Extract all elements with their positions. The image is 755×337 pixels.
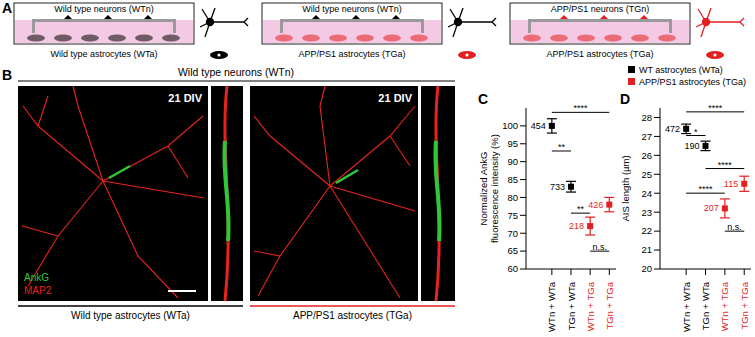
svg-text:Normalized AnkGfluorescence in: Normalized AnkGfluorescence intensity (%…: [478, 134, 500, 243]
svg-text:22: 22: [641, 225, 652, 236]
svg-text:A: A: [2, 0, 12, 16]
svg-text:WTn + WTa: WTn + WTa: [681, 281, 692, 332]
svg-text:Wild type neurons (WTn): Wild type neurons (WTn): [54, 4, 154, 14]
svg-text:23: 23: [641, 207, 652, 218]
svg-text:207: 207: [704, 203, 719, 213]
svg-text:21 DIV: 21 DIV: [168, 92, 202, 104]
svg-text:*: *: [694, 127, 698, 137]
svg-text:****: ****: [708, 103, 723, 113]
svg-text:APP/PS1 astrocytes (TGa): APP/PS1 astrocytes (TGa): [639, 77, 746, 87]
svg-text:TGn + TGa: TGn + TGa: [604, 281, 615, 329]
svg-text:TGn + WTa: TGn + WTa: [566, 281, 577, 330]
svg-text:85: 85: [507, 174, 518, 185]
svg-text:n.s.: n.s.: [727, 222, 742, 232]
svg-text:WTn + WTa: WTn + WTa: [546, 281, 557, 332]
svg-text:D: D: [620, 91, 630, 107]
svg-text:****: ****: [718, 160, 733, 170]
svg-text:APP/PS1 neurons (TGn): APP/PS1 neurons (TGn): [551, 4, 650, 14]
svg-text:Wild type astrocytes (WTa): Wild type astrocytes (WTa): [71, 310, 190, 321]
svg-text:APP/PS1 astrocytes (TGa): APP/PS1 astrocytes (TGa): [546, 49, 653, 59]
svg-text:27: 27: [641, 131, 652, 142]
svg-text:24: 24: [641, 188, 652, 199]
svg-text:TGn + WTa: TGn + WTa: [700, 281, 711, 330]
svg-text:100: 100: [502, 120, 518, 131]
svg-text:APP/PS1 astrocytes (TGa): APP/PS1 astrocytes (TGa): [298, 49, 405, 59]
svg-text:WTn + TGa: WTn + TGa: [719, 281, 730, 331]
svg-text:Wild type neurons (WTn): Wild type neurons (WTn): [302, 4, 402, 14]
svg-text:WTn + TGa: WTn + TGa: [585, 281, 596, 331]
svg-text:21 DIV: 21 DIV: [378, 92, 412, 104]
svg-text:C: C: [478, 91, 488, 107]
svg-text:AIS length (µm): AIS length (µm): [620, 155, 631, 221]
svg-text:**: **: [558, 142, 566, 152]
svg-text:21: 21: [641, 244, 652, 255]
svg-text:218: 218: [569, 221, 584, 231]
svg-text:90: 90: [507, 156, 518, 167]
svg-text:B: B: [2, 67, 12, 83]
svg-text:115: 115: [724, 179, 738, 189]
svg-text:25: 25: [641, 169, 652, 180]
svg-text:MAP2: MAP2: [24, 285, 52, 296]
svg-text:60: 60: [507, 263, 518, 274]
svg-text:80: 80: [507, 192, 518, 203]
svg-text:190: 190: [684, 141, 699, 151]
svg-text:75: 75: [507, 210, 518, 221]
svg-text:20: 20: [641, 263, 652, 274]
svg-text:Wild type neurons (WTn): Wild type neurons (WTn): [178, 66, 294, 78]
svg-text:**: **: [577, 204, 585, 214]
svg-text:426: 426: [588, 200, 603, 210]
svg-text:65: 65: [507, 245, 518, 256]
svg-text:472: 472: [665, 124, 680, 134]
svg-text:454: 454: [531, 121, 546, 131]
svg-text:28: 28: [641, 112, 652, 123]
svg-text:****: ****: [574, 103, 589, 113]
svg-text:70: 70: [507, 228, 518, 239]
svg-text:APP/PS1 astrocytes (TGa): APP/PS1 astrocytes (TGa): [293, 310, 412, 321]
svg-text:AnkG: AnkG: [24, 272, 49, 283]
svg-text:****: ****: [698, 184, 713, 194]
svg-text:Wild type astrocytes (WTa): Wild type astrocytes (WTa): [50, 49, 157, 59]
svg-text:WT astrocytes (WTa): WT astrocytes (WTa): [639, 65, 723, 75]
svg-text:733: 733: [550, 182, 565, 192]
svg-text:95: 95: [507, 138, 518, 149]
svg-text:26: 26: [641, 150, 652, 161]
svg-text:n.s.: n.s.: [592, 242, 607, 252]
svg-text:TGn + TGa: TGn + TGa: [739, 281, 750, 329]
